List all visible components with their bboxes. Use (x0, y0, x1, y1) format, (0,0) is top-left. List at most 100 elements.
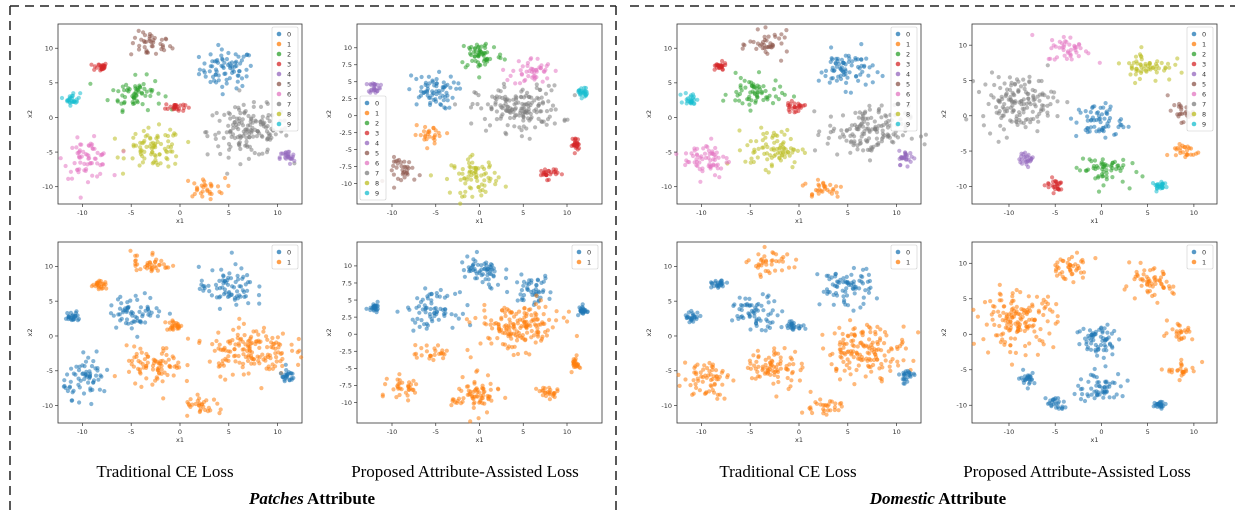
data-point (743, 85, 748, 90)
data-point (220, 92, 225, 97)
data-point (196, 54, 201, 60)
data-point (1061, 399, 1066, 404)
data-point (124, 82, 129, 87)
legend-marker (1191, 121, 1197, 127)
data-point (855, 344, 860, 349)
data-point (1061, 258, 1066, 264)
data-point (683, 162, 688, 168)
data-point (522, 319, 528, 324)
data-point (747, 358, 753, 363)
data-point (1080, 392, 1085, 397)
legend-marker (276, 101, 282, 107)
x-tick-label: 0 (178, 428, 182, 436)
data-point (900, 337, 905, 342)
data-point (534, 107, 539, 112)
data-point (391, 163, 396, 168)
data-point (1076, 42, 1082, 47)
data-point (425, 323, 430, 328)
cluster-9 (678, 91, 700, 106)
data-point (1053, 263, 1058, 268)
data-point (241, 352, 246, 357)
data-point (206, 283, 211, 288)
data-point (1153, 78, 1158, 83)
data-point (415, 296, 420, 301)
data-point (505, 289, 510, 295)
legend-label: 5 (1202, 80, 1206, 88)
data-point (249, 340, 254, 345)
data-point (241, 361, 246, 366)
data-point (854, 350, 859, 355)
data-point (693, 364, 698, 369)
data-point (509, 336, 514, 341)
data-point (134, 354, 139, 359)
data-point (269, 340, 274, 345)
data-point (59, 95, 65, 101)
data-point (1077, 168, 1083, 173)
data-point (1167, 65, 1172, 70)
data-point (790, 371, 795, 376)
data-point (1080, 260, 1086, 265)
data-point (772, 140, 777, 145)
data-point (751, 159, 756, 165)
data-point (243, 127, 248, 132)
data-point (276, 345, 281, 350)
data-point (1080, 386, 1085, 391)
data-point (141, 128, 146, 134)
data-point (434, 81, 439, 86)
data-point (479, 182, 484, 187)
data-point (802, 103, 808, 108)
data-point (243, 131, 248, 136)
data-point (133, 314, 138, 319)
data-point (133, 143, 139, 148)
data-point (477, 400, 482, 405)
data-point (1026, 96, 1031, 101)
data-point (438, 102, 443, 107)
data-point (785, 367, 791, 372)
data-point (1065, 100, 1070, 105)
data-point (579, 92, 584, 97)
data-point (467, 185, 472, 190)
data-point (764, 45, 769, 50)
data-point (844, 293, 850, 298)
data-point (125, 300, 130, 305)
data-point (224, 77, 229, 82)
data-point (1056, 399, 1061, 404)
data-point (86, 380, 91, 385)
data-point (693, 370, 698, 375)
data-point (764, 151, 770, 156)
data-point (796, 108, 801, 114)
data-point (236, 343, 242, 348)
data-point (1022, 86, 1027, 91)
data-point (168, 104, 173, 109)
data-point (1003, 92, 1009, 97)
data-point (383, 382, 388, 387)
data-point (194, 185, 200, 190)
data-point (1055, 186, 1060, 191)
data-point (849, 339, 854, 344)
data-point (713, 368, 719, 373)
data-point (703, 391, 709, 396)
data-point (781, 140, 786, 145)
data-point (434, 310, 439, 315)
data-point (270, 345, 276, 350)
data-point (516, 59, 521, 64)
data-point (867, 278, 873, 284)
data-point (863, 374, 868, 379)
data-point (756, 301, 761, 307)
data-point (240, 347, 245, 352)
data-point (761, 131, 766, 137)
x-tick-label: -5 (747, 209, 753, 217)
data-point (526, 101, 531, 106)
data-point (1051, 345, 1056, 350)
data-point (495, 386, 501, 391)
legend-label: 1 (1202, 40, 1206, 48)
data-point (280, 363, 285, 369)
data-point (1027, 381, 1032, 386)
data-point (436, 317, 441, 322)
data-point (992, 304, 997, 309)
data-point (139, 384, 144, 389)
data-point (850, 342, 855, 348)
data-point (1181, 120, 1186, 125)
data-point (900, 133, 906, 138)
data-point (755, 94, 760, 99)
